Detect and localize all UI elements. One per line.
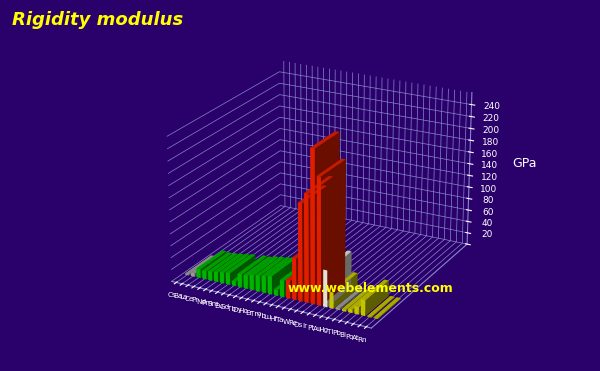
Text: Rigidity modulus: Rigidity modulus xyxy=(12,11,183,29)
